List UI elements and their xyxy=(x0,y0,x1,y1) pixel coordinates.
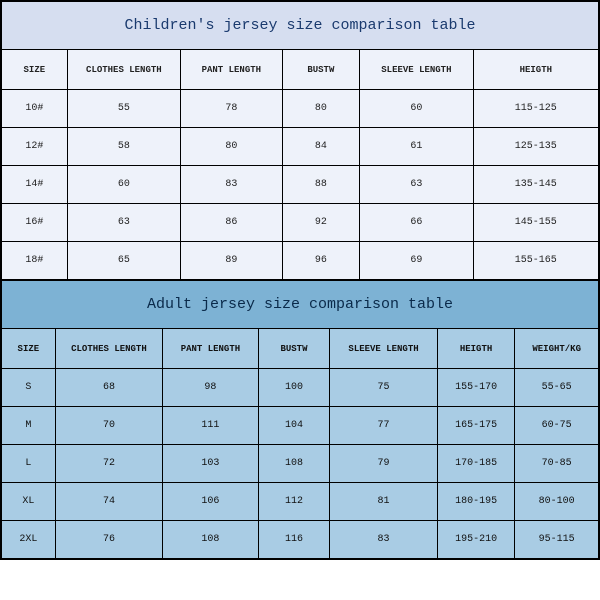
table-cell: 89 xyxy=(181,242,282,280)
table-cell: 115-125 xyxy=(473,90,598,128)
table-cell: 14# xyxy=(2,166,68,204)
adult-col-header: WEIGHT/KG xyxy=(515,329,599,369)
table-cell: 155-165 xyxy=(473,242,598,280)
table-cell: 111 xyxy=(163,407,259,445)
adult-header-row: SIZECLOTHES LENGTHPANT LENGTHBUSTWSLEEVE… xyxy=(2,329,599,369)
adult-col-header: SLEEVE LENGTH xyxy=(330,329,437,369)
table-row: 12#58808461125-135 xyxy=(2,128,599,166)
table-cell: 78 xyxy=(181,90,282,128)
children-col-header: PANT LENGTH xyxy=(181,50,282,90)
table-cell: 84 xyxy=(282,128,360,166)
children-col-header: HEIGTH xyxy=(473,50,598,90)
adult-col-header: HEIGTH xyxy=(437,329,515,369)
table-row: XL7410611281180-19580-100 xyxy=(2,483,599,521)
table-cell: 63 xyxy=(360,166,473,204)
table-cell: 95-115 xyxy=(515,521,599,559)
table-cell: 103 xyxy=(163,445,259,483)
table-cell: 165-175 xyxy=(437,407,515,445)
table-cell: 81 xyxy=(330,483,437,521)
children-title: Children's jersey size comparison table xyxy=(2,2,599,50)
table-cell: 58 xyxy=(67,128,180,166)
table-cell: 55-65 xyxy=(515,369,599,407)
table-cell: 88 xyxy=(282,166,360,204)
table-cell: 60 xyxy=(67,166,180,204)
table-row: 18#65899669155-165 xyxy=(2,242,599,280)
adult-size-table: Adult jersey size comparison table SIZEC… xyxy=(1,280,599,559)
table-cell: 63 xyxy=(67,204,180,242)
table-cell: 70 xyxy=(55,407,162,445)
table-row: L7210310879170-18570-85 xyxy=(2,445,599,483)
table-cell: 75 xyxy=(330,369,437,407)
table-cell: 80 xyxy=(282,90,360,128)
table-cell: 16# xyxy=(2,204,68,242)
table-cell: 100 xyxy=(258,369,330,407)
table-cell: 125-135 xyxy=(473,128,598,166)
table-cell: 18# xyxy=(2,242,68,280)
table-cell: XL xyxy=(2,483,56,521)
table-cell: 135-145 xyxy=(473,166,598,204)
table-cell: 72 xyxy=(55,445,162,483)
children-size-table: Children's jersey size comparison table … xyxy=(1,1,599,280)
table-cell: 83 xyxy=(181,166,282,204)
children-title-row: Children's jersey size comparison table xyxy=(2,2,599,50)
table-cell: 10# xyxy=(2,90,68,128)
table-cell: 180-195 xyxy=(437,483,515,521)
table-cell: 79 xyxy=(330,445,437,483)
adult-title: Adult jersey size comparison table xyxy=(2,281,599,329)
table-row: 14#60838863135-145 xyxy=(2,166,599,204)
table-cell: 195-210 xyxy=(437,521,515,559)
children-col-header: CLOTHES LENGTH xyxy=(67,50,180,90)
table-cell: 12# xyxy=(2,128,68,166)
table-cell: 74 xyxy=(55,483,162,521)
table-cell: 77 xyxy=(330,407,437,445)
table-cell: 112 xyxy=(258,483,330,521)
table-cell: 66 xyxy=(360,204,473,242)
table-cell: 80-100 xyxy=(515,483,599,521)
table-cell: L xyxy=(2,445,56,483)
table-cell: 106 xyxy=(163,483,259,521)
table-row: 16#63869266145-155 xyxy=(2,204,599,242)
children-col-header: BUSTW xyxy=(282,50,360,90)
adult-col-header: PANT LENGTH xyxy=(163,329,259,369)
table-cell: 60-75 xyxy=(515,407,599,445)
children-header-row: SIZECLOTHES LENGTHPANT LENGTHBUSTWSLEEVE… xyxy=(2,50,599,90)
table-cell: 86 xyxy=(181,204,282,242)
table-cell: 104 xyxy=(258,407,330,445)
adult-col-header: CLOTHES LENGTH xyxy=(55,329,162,369)
table-cell: 61 xyxy=(360,128,473,166)
table-cell: 170-185 xyxy=(437,445,515,483)
table-cell: 68 xyxy=(55,369,162,407)
table-cell: 80 xyxy=(181,128,282,166)
table-cell: M xyxy=(2,407,56,445)
table-cell: 65 xyxy=(67,242,180,280)
table-cell: 145-155 xyxy=(473,204,598,242)
table-cell: 108 xyxy=(258,445,330,483)
children-col-header: SIZE xyxy=(2,50,68,90)
table-cell: 116 xyxy=(258,521,330,559)
table-cell: 55 xyxy=(67,90,180,128)
table-cell: 98 xyxy=(163,369,259,407)
table-cell: 69 xyxy=(360,242,473,280)
table-row: 10#55788060115-125 xyxy=(2,90,599,128)
table-cell: 60 xyxy=(360,90,473,128)
adult-col-header: SIZE xyxy=(2,329,56,369)
table-cell: 83 xyxy=(330,521,437,559)
table-cell: S xyxy=(2,369,56,407)
table-cell: 96 xyxy=(282,242,360,280)
adult-title-row: Adult jersey size comparison table xyxy=(2,281,599,329)
table-cell: 2XL xyxy=(2,521,56,559)
adult-col-header: BUSTW xyxy=(258,329,330,369)
table-cell: 76 xyxy=(55,521,162,559)
table-row: 2XL7610811683195-21095-115 xyxy=(2,521,599,559)
table-row: S689810075155-17055-65 xyxy=(2,369,599,407)
table-row: M7011110477165-17560-75 xyxy=(2,407,599,445)
size-tables-container: Children's jersey size comparison table … xyxy=(0,0,600,560)
children-col-header: SLEEVE LENGTH xyxy=(360,50,473,90)
table-cell: 108 xyxy=(163,521,259,559)
table-cell: 70-85 xyxy=(515,445,599,483)
table-cell: 92 xyxy=(282,204,360,242)
table-cell: 155-170 xyxy=(437,369,515,407)
